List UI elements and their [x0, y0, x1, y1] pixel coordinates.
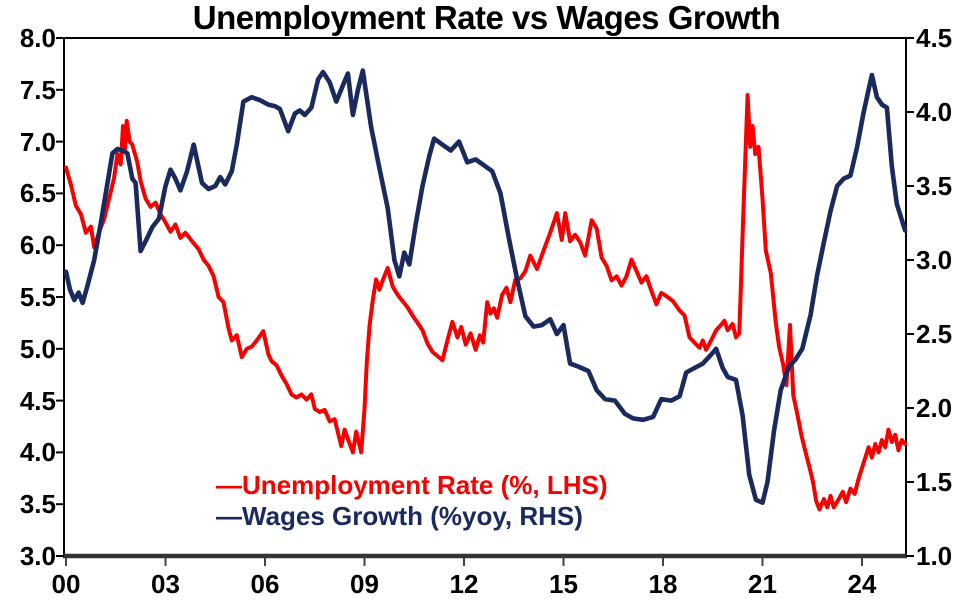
- wages-line-swatch: —: [216, 501, 242, 531]
- legend-label-wages: Wages Growth (%yoy, RHS): [242, 501, 583, 531]
- legend-item-unemployment: —Unemployment Rate (%, LHS): [216, 470, 608, 501]
- legend-label-unemployment: Unemployment Rate (%, LHS): [242, 470, 608, 500]
- y-right-tick-label: 1.0: [916, 541, 953, 571]
- x-axis-tick-label: 18: [648, 569, 678, 599]
- y-left-tick-label: 4.5: [19, 385, 56, 416]
- y-left-tick-label: 6.0: [19, 230, 56, 261]
- x-axis-tick-label: 12: [449, 569, 479, 599]
- y-right-tick-label: 4.0: [916, 97, 953, 127]
- x-axis-tick-label: 24: [847, 569, 877, 599]
- y-left-tick-label: 5.5: [19, 282, 56, 312]
- unemployment-line-swatch: —: [216, 470, 242, 500]
- y-left-tick-label: 7.5: [19, 74, 56, 105]
- y-left-tick-label: 7.0: [19, 126, 56, 157]
- y-left-tick-label: 5.0: [19, 333, 56, 364]
- y-right-tick-label: 2.5: [916, 319, 953, 349]
- y-right-tick-label: 1.5: [916, 467, 953, 497]
- x-axis-tick-label: 09: [350, 569, 379, 599]
- y-right-tick-label: 2.0: [916, 393, 953, 423]
- x-axis-tick-label: 00: [51, 569, 81, 599]
- legend-item-wages: —Wages Growth (%yoy, RHS): [216, 501, 608, 532]
- x-axis-tick-label: 03: [151, 569, 180, 599]
- x-axis-tick-label: 15: [549, 569, 578, 599]
- y-right-tick-label: 3.5: [916, 171, 953, 201]
- y-right-tick-label: 4.5: [916, 23, 953, 53]
- legend: —Unemployment Rate (%, LHS) —Wages Growt…: [216, 470, 608, 532]
- x-axis-tick-label: 06: [250, 569, 280, 599]
- y-left-tick-label: 3.5: [19, 489, 56, 520]
- chart-title: Unemployment Rate vs Wages Growth: [192, 0, 781, 36]
- y-right-tick-label: 3.0: [916, 245, 953, 275]
- y-left-tick-label: 6.5: [19, 178, 56, 209]
- y-left-tick-label: 3.0: [19, 541, 56, 571]
- y-left-tick-label: 4.0: [19, 437, 56, 468]
- x-axis-tick-label: 21: [748, 569, 777, 599]
- y-left-tick-label: 8.0: [19, 23, 56, 53]
